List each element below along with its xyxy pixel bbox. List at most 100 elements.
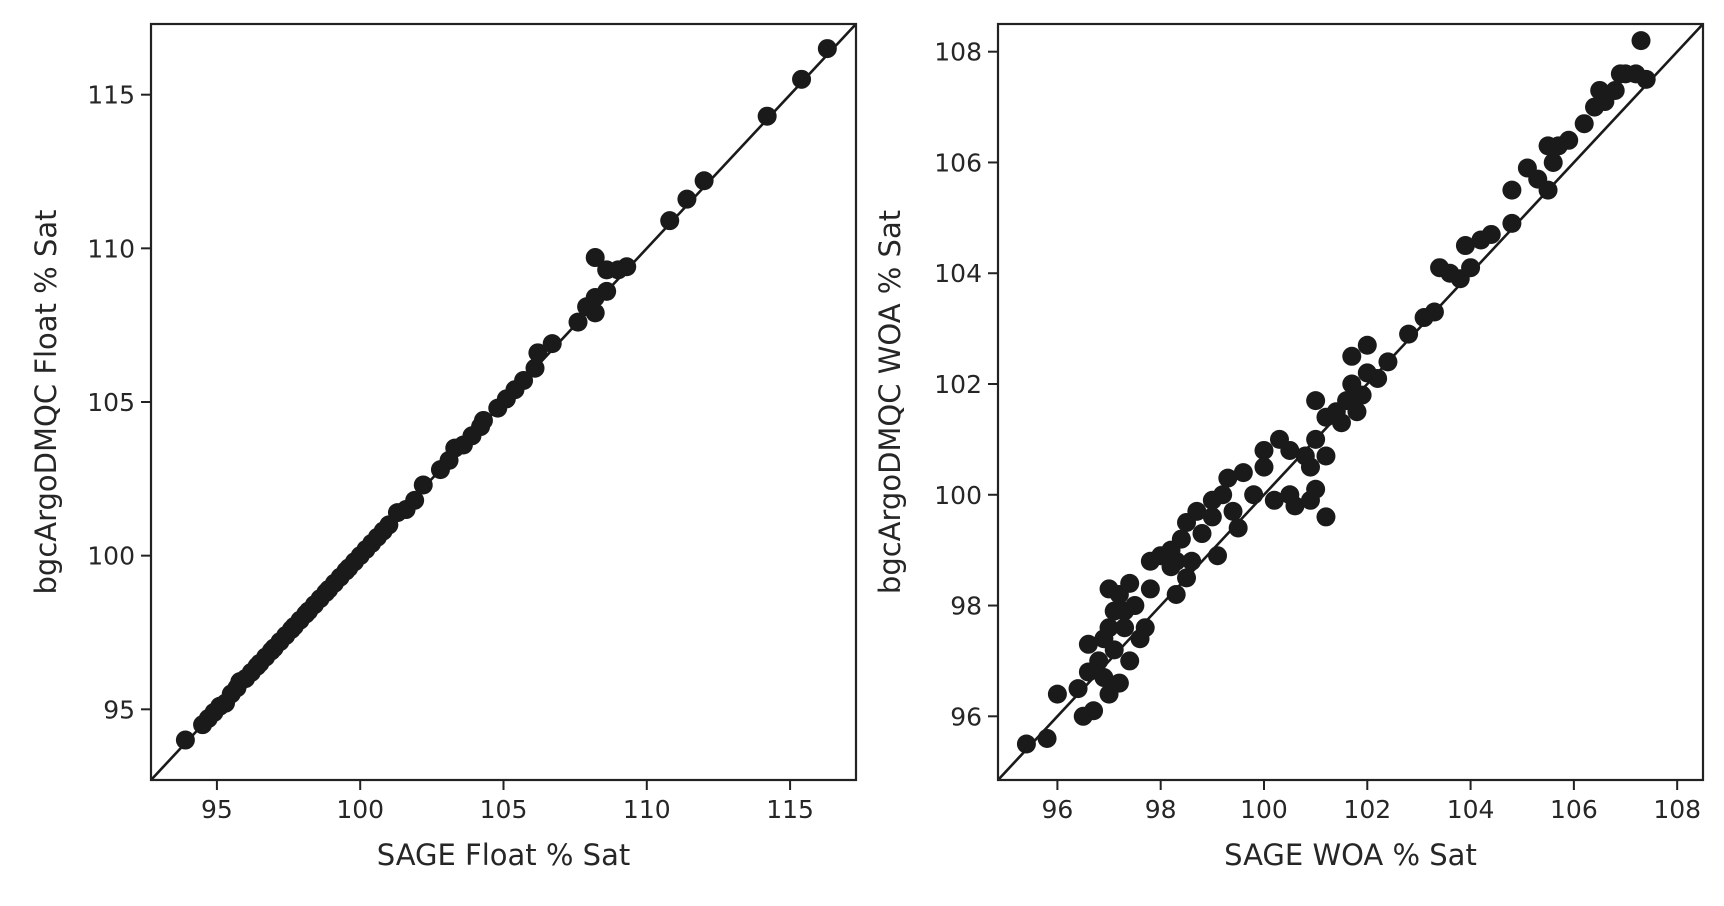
data-point [1166,584,1186,604]
x-tick-label: 110 [623,795,671,824]
data-point [514,370,534,390]
data-point [1543,152,1563,172]
data-point [1285,496,1305,516]
plot-area [151,24,856,780]
x-axis-title: SAGE WOA % Sat [1224,838,1477,872]
x-tick-label: 102 [1343,795,1391,824]
x-tick-label: 105 [480,795,528,824]
data-point [1424,302,1444,322]
data-point [1631,31,1651,51]
data-point [1605,80,1625,100]
x-axis-title: SAGE Float % Sat [377,838,630,872]
data-point [677,189,697,209]
data-point [1223,501,1243,521]
y-tick-label: 105 [87,388,135,417]
data-point [1352,385,1372,405]
data-point [1233,463,1253,483]
y-tick-label: 110 [87,234,135,263]
data-point [473,410,493,430]
data-point [528,343,548,363]
data-point [1047,684,1067,704]
x-tick-label: 108 [1653,795,1701,824]
data-point [694,171,714,191]
data-point [1254,457,1274,477]
data-point [1182,551,1202,571]
data-point [1368,368,1388,388]
data-point [1213,485,1233,505]
right-scatter-panel: 96 98 100 102 104 106 108 96 98 100 102 104 106 108 SA… [873,22,1705,872]
data-point [405,490,425,510]
data-point [1068,679,1088,699]
plot-area [998,24,1703,780]
data-point [1538,180,1558,200]
data-point [1357,335,1377,355]
data-point [1125,596,1145,616]
data-point [1331,413,1351,433]
data-point [1481,224,1501,244]
y-axis-title: bgcArgoDMQC Float % Sat [29,210,63,595]
plot-frame [996,22,1705,782]
data-point [1342,346,1362,366]
data-point [1316,507,1336,527]
data-point [1089,651,1109,671]
y-tick-label: 96 [950,702,982,731]
y-tick-label: 108 [934,38,982,67]
data-point [1140,579,1160,599]
data-point [1502,180,1522,200]
x-tick-label: 100 [1240,795,1288,824]
y-tick-label: 106 [934,148,982,177]
data-point [585,303,605,323]
data-point [585,248,605,268]
data-point [1264,490,1284,510]
data-point [1037,728,1057,748]
data-point [525,358,545,378]
y-tick-label: 95 [103,695,135,724]
data-point [1559,130,1579,150]
data-point [1455,236,1475,256]
data-point [1084,701,1104,721]
y-tick-label: 102 [934,370,982,399]
data-point [1461,258,1481,278]
data-point [1306,429,1326,449]
data-point [1228,518,1248,538]
data-point [1187,501,1207,521]
data-point [757,106,777,126]
data-point [1115,618,1135,638]
data-point [1120,651,1140,671]
x-tick-label: 115 [766,795,814,824]
y-tick-label: 100 [87,542,135,571]
data-point [1502,213,1522,233]
y-tick-label: 104 [934,259,982,288]
data-point [1254,440,1274,460]
data-point [1099,618,1119,638]
data-point [1120,573,1140,593]
data-point [568,312,588,332]
data-point [1574,114,1594,134]
data-point [1171,529,1191,549]
x-tick-label: 95 [201,795,233,824]
data-point [1378,352,1398,372]
data-point [597,281,617,301]
data-point [1347,402,1367,422]
x-tick-label: 100 [336,795,384,824]
data-point [1094,668,1114,688]
data-point [792,69,812,89]
data-point [1306,391,1326,411]
data-point [1316,446,1336,466]
data-point [1078,634,1098,654]
data-point [1104,640,1124,660]
data-point [542,334,562,354]
data-point [1280,440,1300,460]
data-point [175,730,195,750]
y-tick-label: 98 [950,592,982,621]
data-point [1202,507,1222,527]
x-tick-label: 104 [1447,795,1495,824]
data-point [1177,568,1197,588]
y-axis-title: bgcArgoDMQC WOA % Sat [873,210,907,594]
data-point [1109,673,1129,693]
data-point [1306,479,1326,499]
data-point [1135,618,1155,638]
data-point [1192,524,1212,544]
data-point [660,211,680,231]
x-tick-label: 106 [1550,795,1598,824]
